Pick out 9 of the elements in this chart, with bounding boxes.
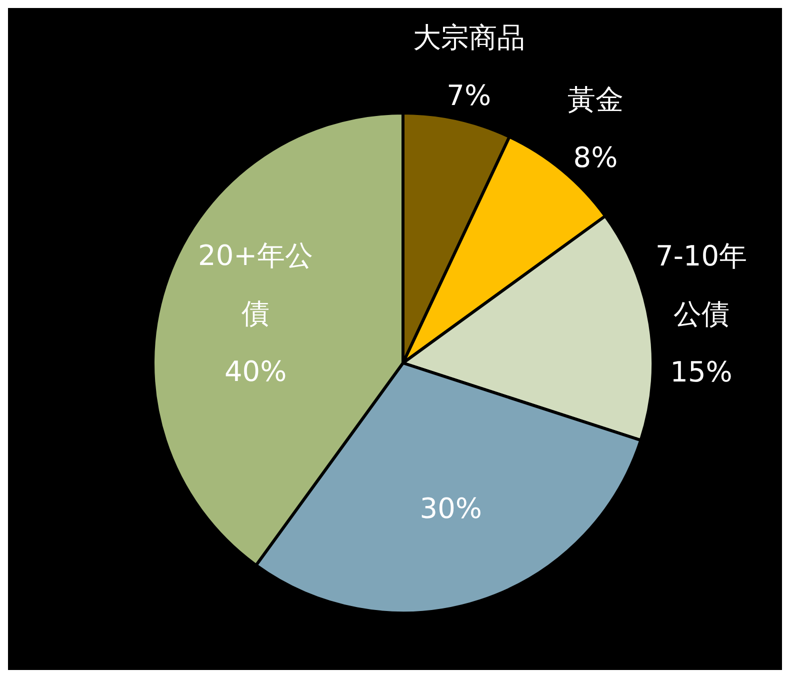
data-label: 30% — [420, 492, 482, 526]
data-label: 8% — [573, 140, 618, 174]
slice-label: 大宗商品 — [412, 20, 525, 54]
slice-label: 20+年公債 — [198, 238, 314, 330]
slice-label: 黃金 — [568, 82, 624, 116]
data-label: 15% — [670, 355, 732, 388]
slice-label: 7-10年公債 — [656, 239, 748, 330]
data-label: 40% — [224, 354, 287, 388]
data-label: 7% — [446, 78, 492, 112]
